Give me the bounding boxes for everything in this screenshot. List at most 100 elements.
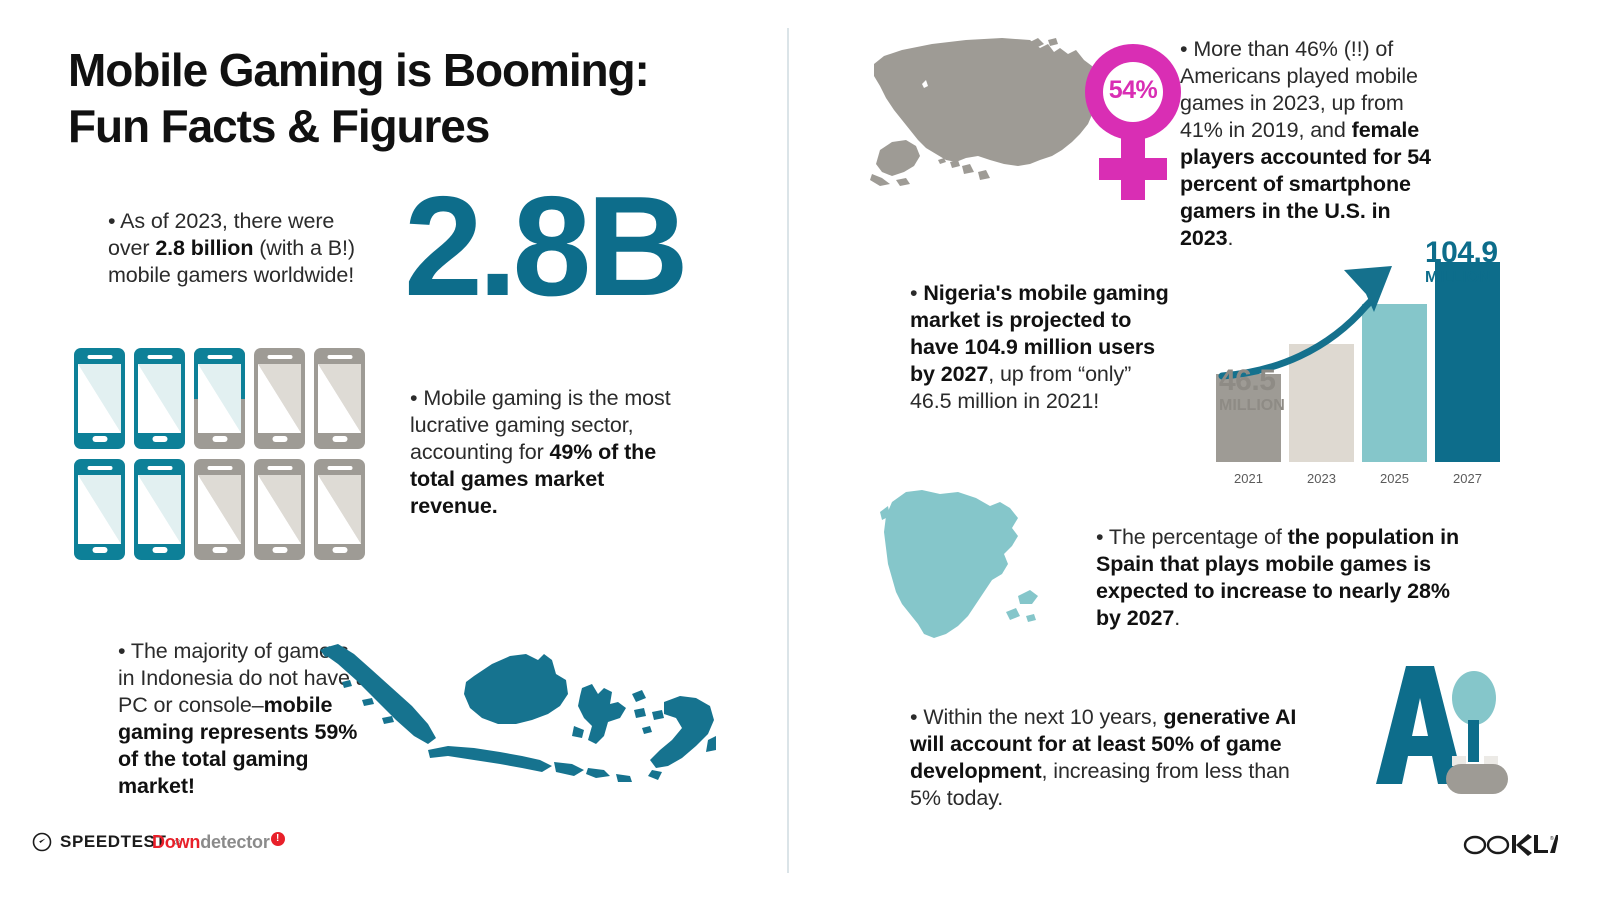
bar-label-value-104-9: 104.9 <box>1425 236 1498 269</box>
speedtest-trademark: ® <box>174 837 181 847</box>
phone-home-button-icon <box>152 436 167 442</box>
bar-2025 <box>1362 304 1427 462</box>
stat-spain-bold: the population in Spain that plays mobil… <box>1096 525 1460 630</box>
female-percentage-badge: 54% <box>1108 75 1158 104</box>
bar-column-2023 <box>1289 262 1354 462</box>
phone-icon-empty <box>314 348 365 449</box>
bar-column-2021 <box>1216 262 1281 462</box>
bullet-marker: • <box>118 639 131 663</box>
stat-us-text-1: More than 46% (!!) of Americans played m… <box>1180 37 1418 142</box>
phone-screen <box>318 364 361 433</box>
title-line-1: Mobile Gaming is Booming: <box>68 44 650 96</box>
phone-speaker-icon <box>327 355 352 359</box>
phone-speaker-icon <box>267 466 292 470</box>
phone-icon-empty <box>254 348 305 449</box>
page-title: Mobile Gaming is Booming: Fun Facts & Fi… <box>68 42 758 154</box>
phone-home-button-icon <box>92 547 107 553</box>
bullet-marker: • <box>108 209 121 233</box>
stat-nigeria: • Nigeria's mobile gaming market is proj… <box>910 280 1178 415</box>
stat-gamers-text-2: (with a B!) mobile gamers worldwide! <box>108 236 355 287</box>
bar-chart-bars <box>1216 262 1506 462</box>
bar-label-value-46-5: 46.5 <box>1219 364 1276 397</box>
stat-ai-bold: generative AI will account for at least … <box>910 705 1297 783</box>
big-number-2-8b: 2.8B <box>404 167 689 326</box>
phone-speaker-icon <box>87 466 112 470</box>
phone-home-button-icon <box>332 436 347 442</box>
stat-us-bold: female players accounted for 54 percent … <box>1180 118 1431 250</box>
phone-home-button-icon <box>212 436 227 442</box>
phone-screen <box>318 475 361 544</box>
bar-label-unit-million: MILLION <box>1219 397 1285 414</box>
stat-ai-text-2: , increasing from less than 5% today. <box>910 759 1290 810</box>
phone-speaker-icon <box>327 466 352 470</box>
bullet-marker: • <box>910 281 924 305</box>
stat-indonesia-bold: mobile gaming represents 59% of the tota… <box>118 693 358 798</box>
phone-icon-filled <box>134 459 185 560</box>
phone-home-button-icon <box>272 547 287 553</box>
indonesia-map-icon <box>320 644 716 782</box>
stat-us-text-2: . <box>1227 226 1234 250</box>
phone-grid-49-percent <box>74 348 379 570</box>
bullet-marker: • <box>910 705 924 729</box>
bar-2021 <box>1216 374 1281 462</box>
joystick-ball <box>1452 671 1496 725</box>
bar-2023 <box>1289 344 1354 462</box>
phone-screen <box>258 364 301 433</box>
stat-spain-text-1: The percentage of <box>1108 525 1288 549</box>
phone-screen <box>78 475 121 544</box>
stat-us-players: • More than 46% (!!) of Americans played… <box>1180 36 1440 252</box>
x-label-2027: 2027 <box>1453 471 1482 486</box>
stat-gamers-bold: 2.8 billion <box>155 236 254 260</box>
speedtest-logo: SPEEDTEST ® <box>32 832 180 852</box>
bar-2027 <box>1435 262 1500 462</box>
bullet-marker: • <box>1180 37 1194 61</box>
downdetector-alert-badge: ! <box>270 832 285 846</box>
phone-icon-partial <box>194 348 245 449</box>
x-label-2025: 2025 <box>1380 471 1409 486</box>
phone-speaker-icon <box>147 466 172 470</box>
bullet-marker: • <box>1096 525 1109 549</box>
phone-screen <box>138 364 181 433</box>
phone-screen <box>198 475 241 544</box>
female-gender-symbol-icon <box>1085 44 1181 200</box>
speedometer-icon <box>32 832 52 852</box>
downdetector-logo: Downdetector! <box>152 832 285 853</box>
phone-icon-empty <box>254 459 305 560</box>
joystick-stick <box>1468 720 1479 762</box>
ookla-logo: ® <box>1463 834 1558 856</box>
phone-speaker-icon <box>207 466 232 470</box>
bar-label-unit-million: MILLION <box>1425 269 1491 286</box>
spain-map-icon <box>880 490 1038 638</box>
stat-nigeria-text: , up from “only” 46.5 million in 2021! <box>910 362 1132 413</box>
stat-revenue-text: Mobile gaming is the most lucrative gami… <box>410 386 671 464</box>
phone-speaker-icon <box>147 355 172 359</box>
phone-home-button-icon <box>152 547 167 553</box>
vertical-divider <box>787 28 789 873</box>
stat-ai-text-1: Within the next 10 years, <box>923 705 1164 729</box>
x-label-2023: 2023 <box>1307 471 1336 486</box>
phone-icon-filled <box>74 348 125 449</box>
stat-spain-text-2: . <box>1174 606 1181 630</box>
stat-indonesia: • The majority of gamers in Indonesia do… <box>118 638 368 800</box>
bar-label-46-5-million: 46.5 MILLION <box>1219 366 1285 414</box>
phone-home-button-icon <box>212 547 227 553</box>
stat-nigeria-bold: Nigeria's mobile gaming market is projec… <box>910 281 1169 386</box>
phone-row-1 <box>74 348 379 449</box>
phone-icon-empty <box>194 459 245 560</box>
phone-icon-filled <box>134 348 185 449</box>
stat-gamers-worldwide: • As of 2023, there were over 2.8 billio… <box>108 208 376 289</box>
ai-joystick-logo-icon <box>1376 666 1508 794</box>
stat-market-revenue: • Mobile gaming is the most lucrative ga… <box>410 385 672 520</box>
phone-screen <box>198 364 241 433</box>
phone-home-button-icon <box>272 436 287 442</box>
phone-screen <box>138 475 181 544</box>
phone-speaker-icon <box>207 355 232 359</box>
phone-icon-filled <box>74 459 125 560</box>
stat-revenue-bold: 49% of the total games market revenue. <box>410 440 657 518</box>
x-label-2021: 2021 <box>1234 471 1263 486</box>
joystick-base <box>1446 764 1508 794</box>
phone-home-button-icon <box>92 436 107 442</box>
bullet-marker: • <box>410 386 424 410</box>
phone-row-2 <box>74 459 379 560</box>
